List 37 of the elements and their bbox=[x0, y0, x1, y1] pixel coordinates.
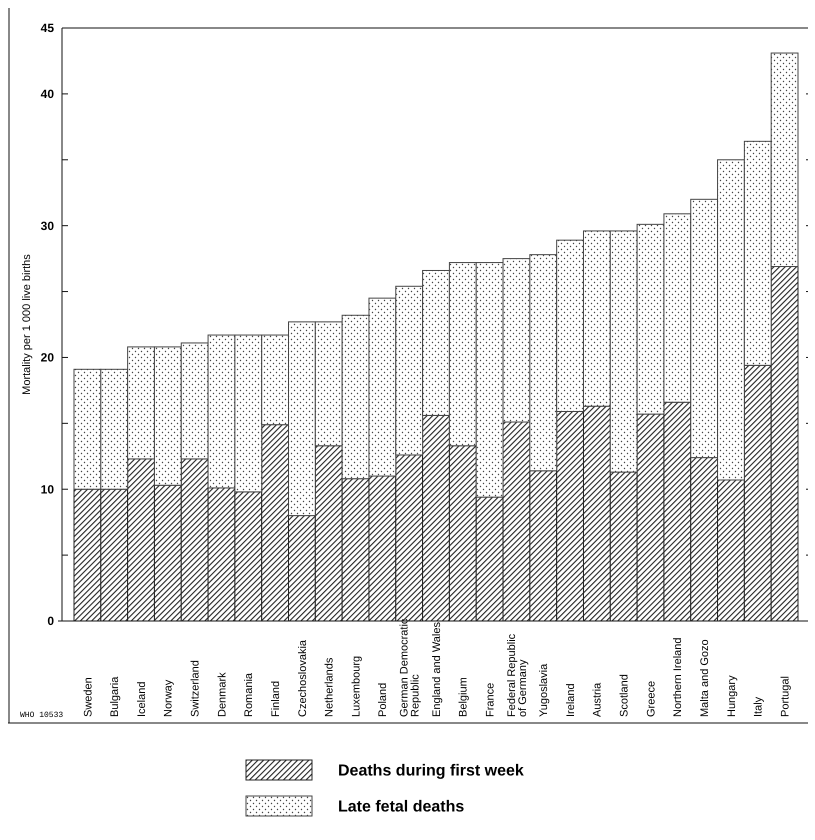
x-tick-label: Denmark bbox=[216, 672, 228, 717]
x-tick-label: Greece bbox=[645, 680, 658, 717]
x-tick-label: Bulgaria bbox=[109, 676, 122, 717]
x-tick-label: Northern Ireland bbox=[672, 638, 684, 717]
x-tick-label: Sweden bbox=[82, 677, 94, 717]
y-axis-title: Mortality per 1 000 live births bbox=[21, 254, 33, 395]
legend-label: Late fetal deaths bbox=[338, 798, 464, 816]
x-tick-label: Luxembourg bbox=[350, 656, 362, 717]
y-tick-label: 45 bbox=[40, 21, 54, 36]
y-tick-label: 40 bbox=[40, 87, 54, 102]
x-tick-label: Finland bbox=[270, 680, 282, 717]
x-tick-label: Belgium bbox=[458, 677, 470, 717]
x-tick-label: Malta and Gozo bbox=[699, 639, 711, 717]
y-tick-label: 20 bbox=[40, 350, 54, 365]
legend-label: Deaths during first week bbox=[338, 762, 524, 780]
x-tick-label: Hungary bbox=[726, 674, 738, 717]
x-tick-label: Poland bbox=[377, 682, 390, 717]
x-tick-label: Italy bbox=[752, 696, 765, 717]
y-tick-label: 30 bbox=[40, 218, 54, 233]
x-tick-label: Norway bbox=[162, 679, 175, 717]
x-tick-label: Czechoslovakia bbox=[296, 639, 309, 717]
x-tick-label: Iceland bbox=[136, 682, 148, 717]
x-tick-label: German Democratic Republic bbox=[398, 618, 422, 717]
x-tick-label: Scotland bbox=[618, 674, 631, 717]
text: WHO 10533 bbox=[20, 711, 64, 720]
x-tick-label: Ireland bbox=[564, 683, 577, 717]
x-tick-label: Austria bbox=[592, 682, 604, 717]
x-tick-label: Switzerland bbox=[190, 660, 202, 717]
x-tick-label: Netherlands bbox=[324, 657, 336, 717]
y-tick-label: 0 bbox=[47, 614, 54, 628]
x-tick-label: Yugoslavia bbox=[538, 662, 550, 717]
y-tick-label: 10 bbox=[40, 482, 54, 496]
x-tick-label: Federal Republic of Germany bbox=[506, 633, 529, 717]
x-tick-label: France bbox=[484, 682, 496, 717]
x-tick-label: England and Wales bbox=[430, 622, 443, 717]
x-tick-label: Romania bbox=[243, 672, 256, 717]
x-tick-label: Portugal bbox=[779, 676, 792, 717]
